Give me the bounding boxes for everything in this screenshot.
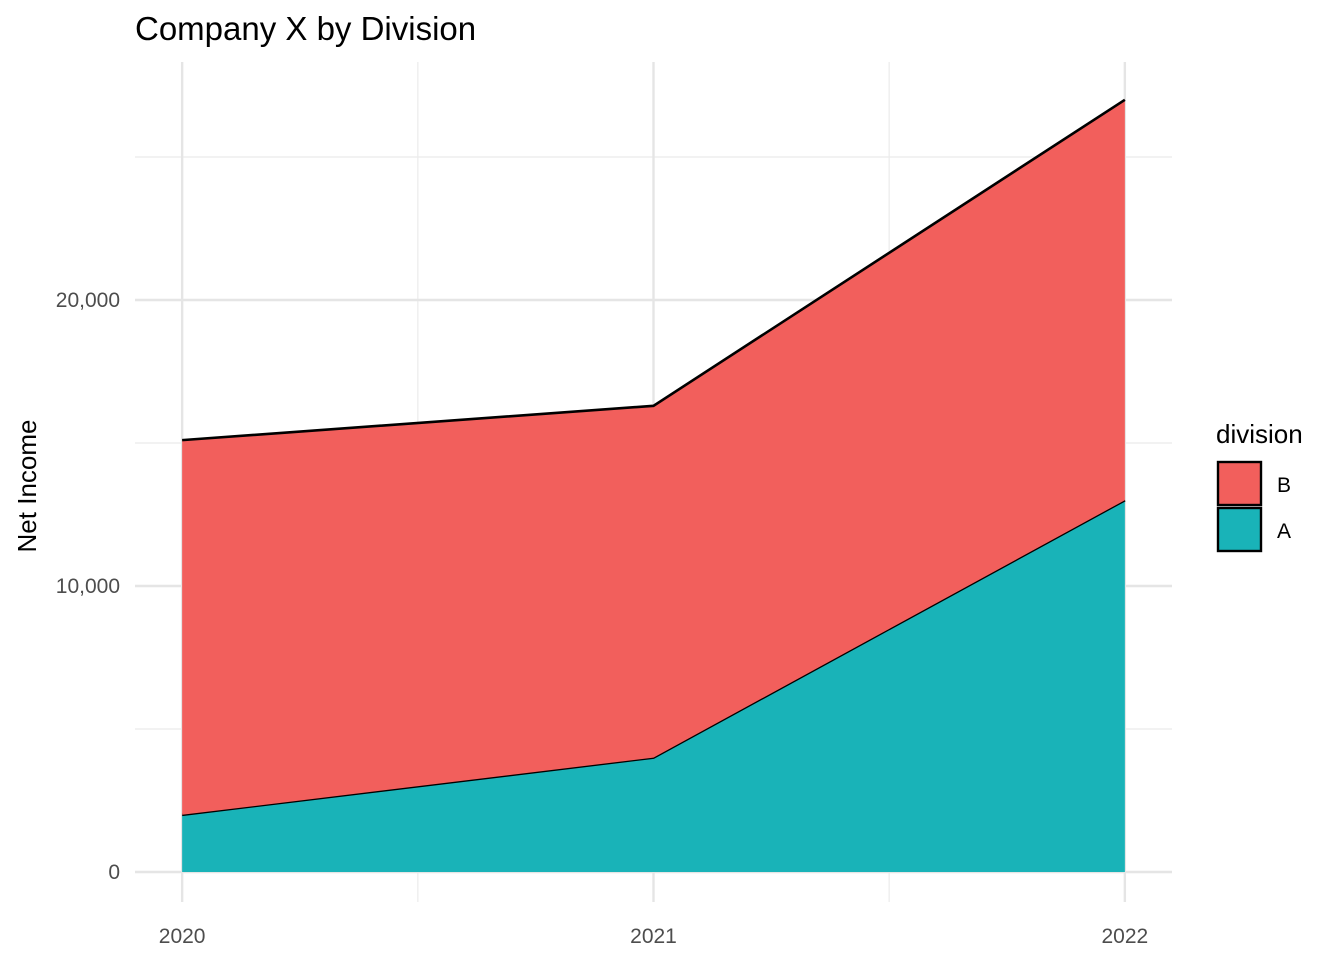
legend-title: division (1216, 419, 1303, 449)
y-tick-label: 0 (108, 861, 120, 884)
legend: division BA (1216, 419, 1303, 553)
legend-label: B (1277, 474, 1291, 497)
legend-items: BA (1216, 460, 1291, 553)
area-B (182, 99, 1125, 815)
area-series (181, 98, 1126, 872)
x-tick-label: 2022 (1102, 925, 1149, 948)
legend-label: A (1277, 520, 1291, 543)
legend-key-B (1216, 460, 1263, 507)
x-tick-label: 2021 (630, 925, 677, 948)
area-A (182, 500, 1125, 872)
legend-key-A (1216, 506, 1263, 553)
x-tick-label: 2020 (159, 925, 206, 948)
area-outline-B (182, 98, 1126, 442)
y-tick-label: 10,000 (56, 575, 120, 598)
y-tick-labels: 0 10,000 20,000 (56, 289, 120, 884)
y-tick-label: 20,000 (56, 289, 120, 312)
y-axis-title: Net Income (12, 420, 42, 553)
chart-title: Company X by Division (135, 10, 476, 47)
x-tick-labels: 2020 2021 2022 (159, 925, 1148, 948)
